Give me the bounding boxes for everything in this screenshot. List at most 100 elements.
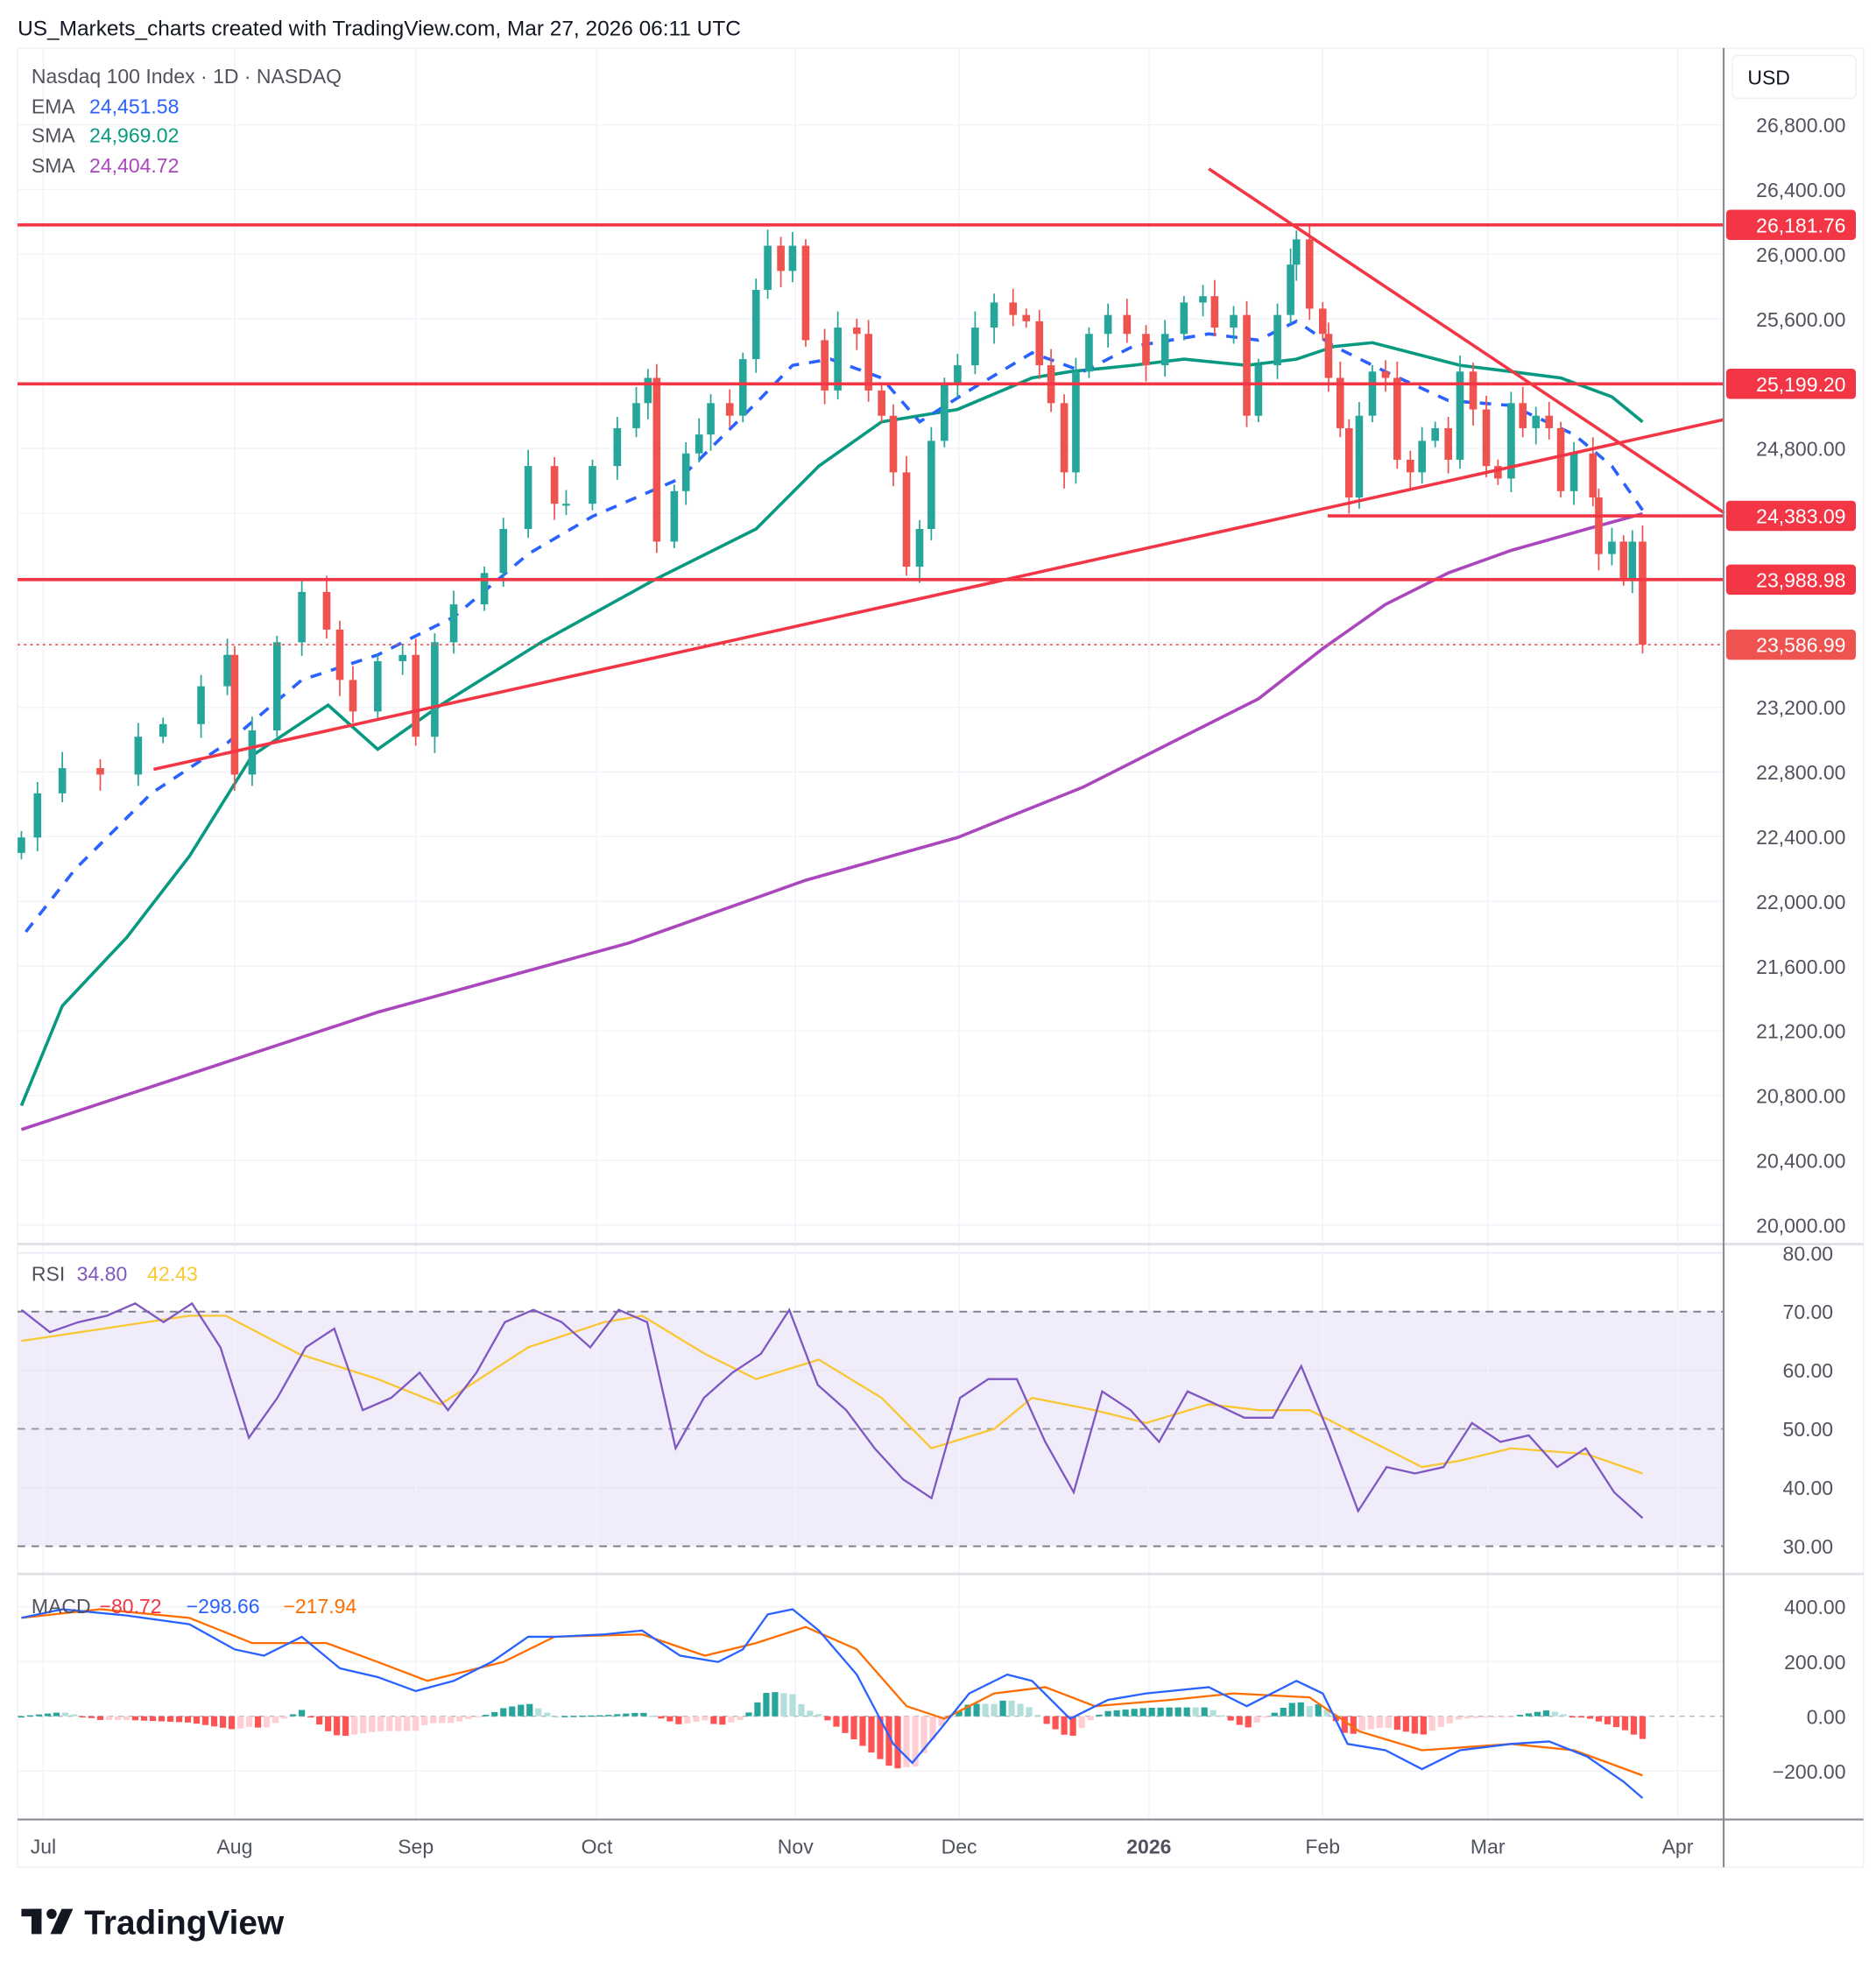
currency-button[interactable]: USD [1731,54,1857,100]
candle[interactable] [1444,417,1452,474]
candle[interactable] [349,666,357,723]
candle[interactable] [1368,364,1377,423]
axes[interactable]: Jul Aug Sep Oct Nov Dec 2026 Feb Mar Apr 26,800.00… [31,114,1856,1858]
candle[interactable] [927,427,935,540]
candle[interactable] [1254,358,1263,423]
candle[interactable] [1072,357,1080,484]
candle[interactable] [707,394,715,451]
candle[interactable] [1469,363,1478,426]
candle[interactable] [1519,386,1527,438]
candle[interactable] [1180,296,1188,341]
candle[interactable] [613,417,622,480]
trendline-rising-support[interactable] [152,418,1725,772]
candle[interactable] [954,354,962,398]
candle[interactable] [159,717,167,744]
candle[interactable] [1060,394,1068,489]
candle[interactable] [272,635,281,737]
candle[interactable] [335,620,344,696]
candle[interactable] [1199,285,1207,317]
candle[interactable] [1318,302,1327,341]
candle[interactable] [681,441,690,505]
candle[interactable] [412,638,420,746]
candle[interactable] [1456,355,1464,469]
candle[interactable] [652,363,661,553]
price-pane[interactable] [18,167,1725,1132]
candle[interactable] [941,377,949,448]
candle[interactable] [96,758,104,791]
candle[interactable] [1210,279,1219,337]
candle[interactable] [1494,459,1502,485]
candle[interactable] [524,449,532,539]
candle[interactable] [374,654,382,718]
candle[interactable] [1619,535,1628,586]
candle[interactable] [480,566,489,611]
candle[interactable] [1431,421,1439,448]
candle[interactable] [1545,402,1554,440]
candle[interactable] [878,384,885,423]
candle[interactable] [449,590,458,654]
candle[interactable] [915,519,924,583]
candle[interactable] [1035,309,1044,379]
candle[interactable] [33,781,42,852]
trendline-falling-resistance[interactable] [1208,167,1725,515]
candle[interactable] [738,352,747,423]
candle[interactable] [801,239,810,347]
candle[interactable] [864,320,872,402]
candle[interactable] [1123,299,1132,343]
candle[interactable] [1628,530,1637,594]
candle[interactable] [777,236,785,287]
candle[interactable] [764,229,772,300]
candle[interactable] [821,328,829,405]
candle[interactable] [852,318,861,350]
candle[interactable] [1022,308,1031,328]
macd-pane[interactable] [18,1608,1724,1799]
candle[interactable] [751,278,760,373]
candle[interactable] [1344,419,1353,514]
candle[interactable] [1556,421,1565,498]
candle[interactable] [398,643,406,675]
candle[interactable] [632,386,640,438]
candle[interactable] [562,490,570,516]
candle[interactable] [197,674,205,738]
candle[interactable] [695,418,703,462]
candle[interactable] [58,751,67,803]
candle[interactable] [990,293,998,344]
candle[interactable] [322,575,331,639]
candle[interactable] [1230,306,1238,344]
candle[interactable] [18,830,25,860]
candle[interactable] [1595,488,1603,571]
candle[interactable] [1336,362,1344,438]
candle[interactable] [725,389,734,427]
candle[interactable] [298,580,306,657]
candle[interactable] [134,723,143,786]
candle[interactable] [1243,300,1251,427]
candle[interactable] [1273,303,1281,379]
candle[interactable] [1324,322,1333,392]
candle[interactable] [499,518,508,587]
candle[interactable] [1287,248,1294,324]
candle[interactable] [1085,327,1093,378]
candle[interactable] [1393,362,1401,469]
candle[interactable] [971,311,979,375]
candle[interactable] [1381,360,1390,392]
candle[interactable] [788,231,797,283]
candle[interactable] [431,633,439,753]
candle[interactable] [589,459,596,511]
candle[interactable] [248,716,257,786]
candle[interactable] [230,645,239,791]
candle[interactable] [1407,450,1414,489]
candle[interactable] [550,457,559,520]
candle[interactable] [1160,320,1169,377]
candle[interactable] [1418,427,1426,484]
candle[interactable] [223,638,231,695]
candle[interactable] [1482,395,1491,478]
tradingview-logo[interactable]: TradingView [21,1904,285,1942]
candle[interactable] [1142,325,1150,382]
candle[interactable] [902,455,911,576]
candle[interactable] [1608,527,1616,566]
candle[interactable] [1532,406,1541,445]
candle[interactable] [1009,288,1018,327]
candle[interactable] [1507,391,1515,493]
candle[interactable] [1305,225,1314,321]
candle[interactable] [1104,303,1112,348]
